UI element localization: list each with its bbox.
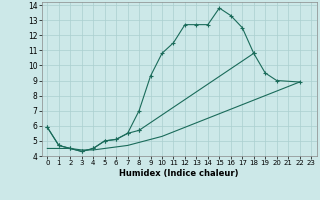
X-axis label: Humidex (Indice chaleur): Humidex (Indice chaleur) [119, 169, 239, 178]
